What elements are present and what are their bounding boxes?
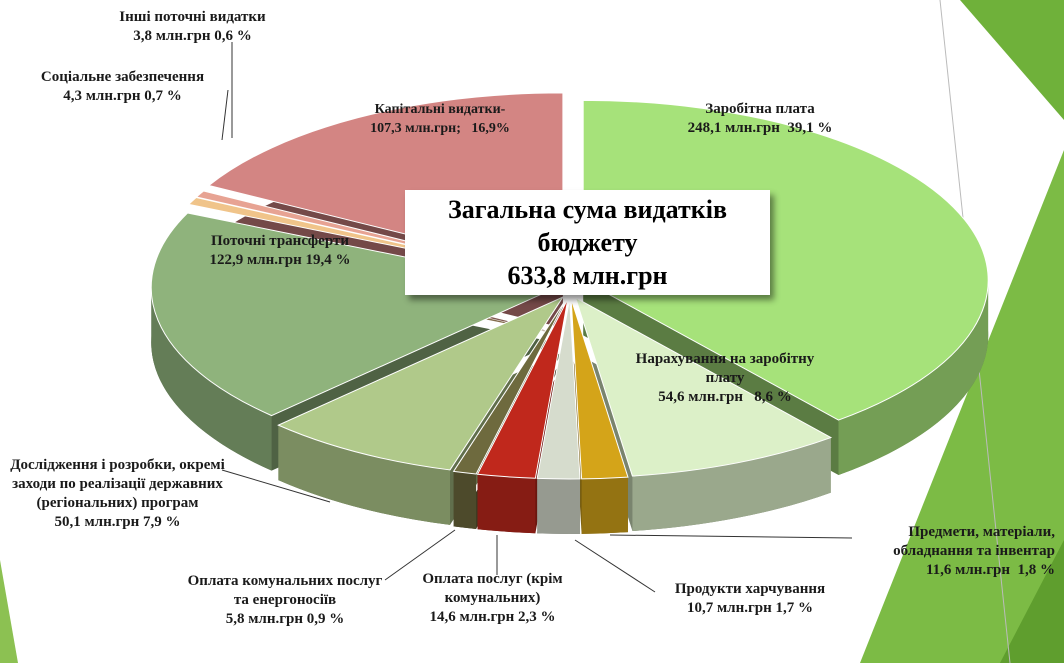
value-label: 10,7 млн.грн 1,7 %	[686, 600, 814, 616]
value-label: 50,1 млн.грн 7,9 %	[54, 514, 181, 530]
category-label: Нарахування на заробітну плату	[635, 351, 819, 386]
slice-label: Капітальні видатки- 107,3 млн.грн; 16,9%	[340, 100, 540, 138]
slice-side	[278, 425, 451, 525]
category-label: Капітальні видатки-	[374, 102, 506, 117]
slice-side	[581, 477, 628, 534]
category-label: Дослідження і розробки, окремі заходи по…	[10, 457, 229, 511]
leader-line	[609, 534, 853, 539]
value-label: 14,6 млн.грн 2,3 %	[429, 609, 556, 625]
category-label: Поточні трансферти	[211, 233, 349, 249]
leader-line	[574, 539, 656, 593]
slice-label: Нарахування на заробітну плату 54,6 млн.г…	[630, 350, 820, 407]
value-label: 248,1 млн.грн 39,1 %	[687, 120, 833, 136]
slice-side	[453, 471, 477, 530]
slice	[570, 298, 629, 480]
slice-label: Оплата послуг (крім комунальних) 14,6 млн…	[400, 570, 585, 627]
decor	[0, 560, 18, 663]
category-label: Оплата комунальних послуг та енергоносії…	[187, 573, 387, 608]
slice	[536, 298, 581, 480]
category-label: Соціальне забезпечення	[40, 69, 205, 85]
slice-label: Оплата комунальних послуг та енергоносії…	[180, 572, 390, 629]
decor	[860, 150, 1064, 663]
slice-label: Соціальне забезпечення 4,3 млн.грн 0,7 %	[15, 68, 230, 106]
chart-subtitle: 633,8 млн.грн	[507, 261, 668, 290]
slice-label: Поточні трансферти 122,9 млн.грн 19,4 %	[180, 232, 380, 270]
value-label: 3,8 млн.грн 0,6 %	[133, 28, 252, 44]
slice-side	[632, 437, 831, 532]
value-label: 107,3 млн.грн; 16,9%	[370, 121, 510, 136]
category-label: Оплата послуг (крім комунальних)	[422, 571, 567, 606]
slice-side	[537, 478, 581, 534]
category-label: Інші поточні видатки	[119, 9, 266, 25]
leader-line	[221, 89, 229, 141]
slice	[574, 296, 833, 477]
decor	[960, 0, 1064, 120]
slice	[452, 298, 567, 475]
chart-title: Загальна сума видатків бюджету	[448, 195, 727, 257]
slice	[476, 298, 569, 479]
leader-line	[384, 529, 456, 581]
pie	[150, 92, 989, 534]
category-label: Заробітна плата	[705, 101, 815, 117]
slice-side	[477, 474, 536, 534]
value-label: 122,9 млн.грн 19,4 %	[209, 252, 351, 268]
category-label: Продукти харчування	[674, 581, 826, 597]
value-label: 54,6 млн.грн 8,6 %	[658, 389, 792, 405]
slice-label: Заробітна плата 248,1 млн.грн 39,1 %	[640, 100, 880, 138]
slice-label: Дослідження і розробки, окремі заходи по…	[5, 456, 230, 532]
slice	[582, 99, 989, 421]
slice	[277, 295, 565, 471]
center-box: Загальна сума видатків бюджету 633,8 млн…	[405, 190, 770, 295]
slice-side	[838, 280, 989, 476]
slice	[150, 212, 558, 417]
value-label: 5,8 млн.грн 0,9 %	[225, 611, 345, 627]
decor	[1000, 540, 1064, 663]
value-label: 11,6 млн.грн 1,8 %	[926, 562, 1055, 578]
slice-label: Інші поточні видатки 3,8 млн.грн 0,6 %	[100, 8, 285, 46]
slice-label: Продукти харчування 10,7 млн.грн 1,7 %	[640, 580, 860, 618]
category-label: Предмети, матеріали, обладнання та інвен…	[893, 524, 1055, 559]
leaders	[221, 42, 853, 593]
value-label: 4,3 млн.грн 0,7 %	[63, 88, 182, 104]
slice-label: Предмети, матеріали, обладнання та інвен…	[830, 523, 1055, 580]
leader-line	[221, 469, 331, 503]
slice-side	[151, 287, 272, 471]
